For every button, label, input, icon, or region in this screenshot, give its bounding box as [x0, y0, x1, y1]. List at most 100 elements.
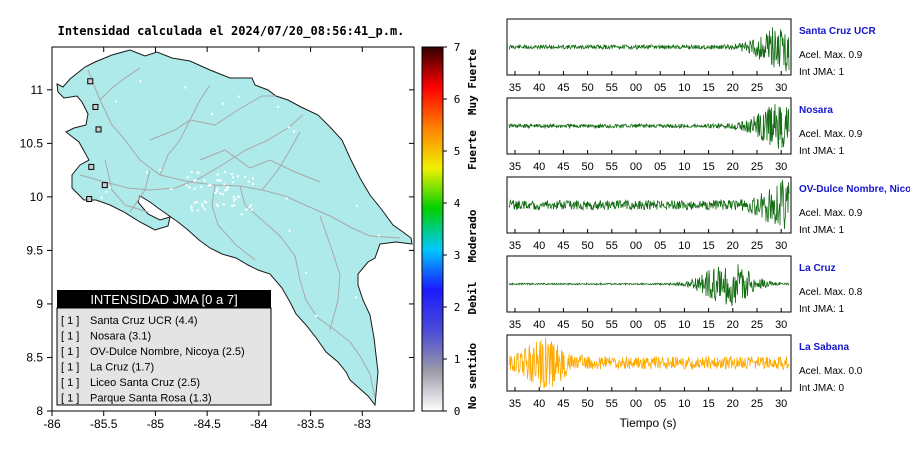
waveform-xtick-label: 25 [751, 161, 763, 173]
town-dot [227, 186, 230, 189]
town-dot [207, 184, 210, 187]
town-dot [194, 178, 197, 181]
waveform-xtick-label: 15 [702, 82, 714, 94]
map-ytick-label: 9 [36, 297, 43, 311]
waveform-xtick-label: 20 [727, 398, 739, 410]
waveform-xtick-label: 25 [751, 319, 763, 331]
station-marker [86, 196, 93, 203]
waveform-xtick-label: 10 [678, 82, 690, 94]
waveform-trace [508, 27, 790, 72]
station-markers [86, 78, 108, 203]
town-dot [201, 203, 204, 206]
town-dot [203, 208, 206, 211]
town-dot [216, 179, 219, 182]
town-dot [251, 177, 254, 180]
town-dot [216, 187, 219, 190]
colorbar-tick-label: 7 [454, 41, 461, 54]
town-dot [222, 203, 225, 206]
town-dot [277, 105, 280, 108]
colorbar-tick-label: 6 [454, 93, 461, 106]
waveform-xtick-label: 00 [630, 319, 642, 331]
town-dot [145, 277, 148, 280]
town-dot [245, 208, 248, 211]
waveform-xtick-label: 20 [727, 82, 739, 94]
int-jma-label: Int JMA: 1 [799, 67, 844, 78]
town-dot [234, 197, 237, 200]
waveform-xtick-label: 45 [557, 82, 569, 94]
town-dot [237, 175, 240, 178]
waveform-xtick-label: 05 [654, 319, 666, 331]
map-xtick-label: -84.5 [193, 417, 221, 431]
map-ytick-label: 8 [36, 404, 43, 418]
waveform-panel: 35 40 45 50 55 00 05 10 15 20 25 30 OV-Dulce Nombre,… [506, 176, 910, 252]
legend-item-code: [ 1 ] [61, 315, 79, 327]
waveform-xtick-label: 00 [630, 82, 642, 94]
town-dot [145, 171, 148, 174]
legend-item-label: Parque Santa Rosa (1.3) [90, 393, 212, 405]
town-dot [159, 168, 162, 171]
legend-body [56, 307, 272, 406]
acel-max-label: Acel. Max. 0.8 [799, 287, 863, 298]
town-dot [381, 246, 384, 249]
town-dot [250, 208, 253, 211]
town-dot [355, 204, 358, 207]
town-dot [191, 209, 194, 212]
town-dot [109, 186, 112, 189]
waveform-xtick-label: 10 [678, 398, 690, 410]
waveform-xtick-label: 35 [509, 319, 521, 331]
town-dot [377, 234, 380, 237]
waveform-panel: 35 40 45 50 55 00 05 10 15 20 25 30 Nosara Acel. Max.… [506, 97, 863, 173]
colorbar-label: Fuerte [466, 130, 479, 170]
waveform-xtick-label: 55 [606, 161, 618, 173]
town-dot [201, 205, 204, 208]
acel-max-label: Acel. Max. 0.9 [799, 208, 863, 219]
town-dot [170, 187, 173, 190]
int-jma-label: Int JMA: 1 [799, 225, 844, 236]
waveform-trace [508, 337, 790, 389]
town-dot [173, 226, 176, 229]
int-jma-label: Int JMA: 1 [799, 146, 844, 157]
colorbar-tick-label: 0 [454, 405, 461, 418]
legend-item-code: [ 1 ] [61, 331, 79, 343]
colorbar-gradient [421, 46, 444, 412]
waveform-xtick-label: 45 [557, 398, 569, 410]
waveform-xtick-label: 10 [678, 161, 690, 173]
acel-max-label: Acel. Max. 0.9 [799, 129, 863, 140]
int-jma-label: Int JMA: 1 [799, 304, 844, 315]
town-dot [240, 213, 243, 216]
map-xtick-label: -84 [250, 417, 268, 431]
waveform-xtick-label: 00 [630, 398, 642, 410]
colorbar-tick-label: 4 [454, 197, 461, 210]
int-jma-label: Int JMA: 0 [799, 383, 844, 394]
town-dot [249, 204, 252, 207]
waveform-xtick-label: 40 [533, 319, 545, 331]
legend-item-label: La Cruz (1.7) [90, 362, 154, 374]
waveform-xtick-label: 55 [606, 82, 618, 94]
map-ytick-label: 9.5 [26, 243, 43, 257]
waveform-xtick-label: 20 [727, 240, 739, 252]
waveform-xtick-label: 05 [654, 161, 666, 173]
station-name: La Cruz [799, 263, 836, 274]
town-dot [195, 200, 198, 203]
town-dot [233, 204, 236, 207]
waveform-xtick-label: 10 [678, 240, 690, 252]
town-dot [327, 120, 330, 123]
town-dot [285, 197, 288, 200]
colorbar-labels: No sentido Debil Moderado Fuerte Muy Fuerte [466, 49, 479, 410]
town-dot [217, 179, 220, 182]
town-dot [190, 207, 193, 210]
waveform-xtick-label: 15 [702, 161, 714, 173]
town-dot [226, 187, 229, 190]
waveform-xtick-label: 35 [509, 161, 521, 173]
town-dot [188, 186, 191, 189]
town-dot [221, 193, 224, 196]
waveform-xtick-label: 35 [509, 240, 521, 252]
town-dot [216, 204, 219, 207]
station-marker [87, 78, 94, 85]
town-dot [238, 95, 241, 98]
waveform-xtick-label: 50 [581, 161, 593, 173]
town-dot [193, 187, 196, 190]
legend-items: [ 1 ] Santa Cruz UCR (4.4) [ 1 ] Nosara (3.… [61, 315, 245, 405]
town-dot [224, 189, 227, 192]
town-dot [293, 130, 296, 133]
